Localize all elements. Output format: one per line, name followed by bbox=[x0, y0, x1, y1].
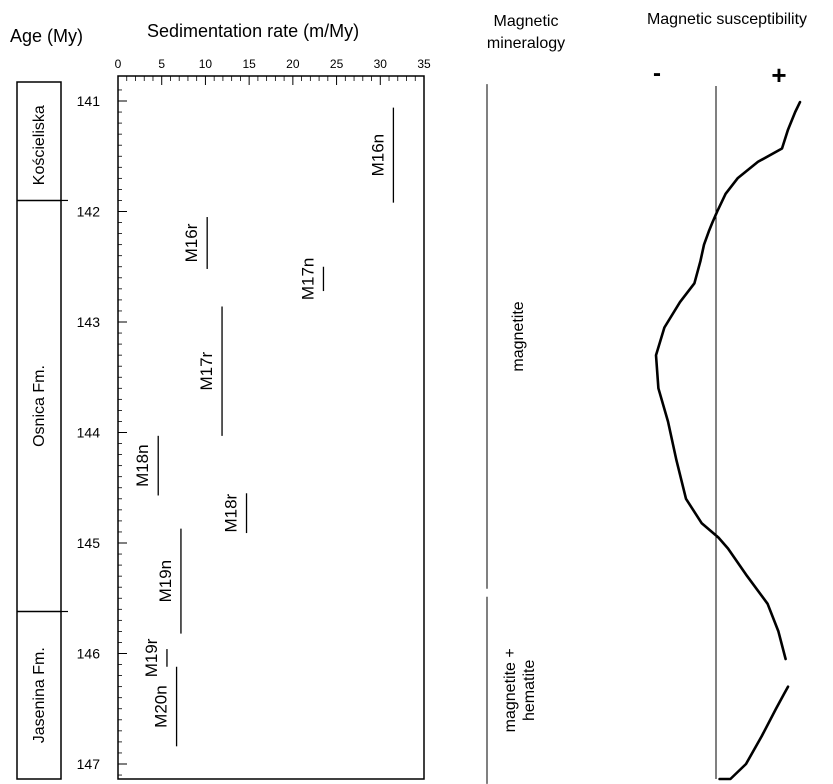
chron-label-m16r: M16r bbox=[182, 223, 201, 262]
chron-label-m16n: M16n bbox=[368, 134, 387, 177]
x-tick-label: 35 bbox=[417, 57, 431, 71]
x-tick-label: 5 bbox=[158, 57, 165, 71]
chron-group: M16n M16r M17n M17r M18n M18r M19n M19r M20n bbox=[133, 107, 395, 747]
mineralogy-header-line2: mineralogy bbox=[487, 35, 565, 52]
sed-header: Sedimentation rate (m/My) bbox=[147, 21, 359, 41]
chron-label-m17n: M17n bbox=[298, 258, 317, 301]
sedimentation-plot: 0 5 10 15 20 25 30 35 141 142 143 144 145 146 147 M16… bbox=[77, 57, 431, 780]
x-tick-label: 15 bbox=[242, 57, 256, 71]
susceptibility-plot bbox=[654, 86, 802, 781]
y-tick-label: 145 bbox=[77, 535, 101, 551]
mineralogy-label-line2: hematite bbox=[521, 660, 538, 721]
x-tick-label: 10 bbox=[199, 57, 213, 71]
chron-label-m17r: M17r bbox=[197, 351, 216, 390]
mineralogy-header-line1: Magnetic bbox=[494, 13, 559, 30]
x-tick-label: 20 bbox=[286, 57, 300, 71]
susceptibility-curve-segment-1 bbox=[654, 100, 802, 661]
chron-label-m18r: M18r bbox=[222, 493, 241, 532]
y-tick-label: 147 bbox=[77, 756, 101, 772]
chron-label-m18n: M18n bbox=[133, 444, 152, 487]
formation-group: Kościeliska Osnica Fm. Jasenina Fm. bbox=[17, 105, 68, 743]
plus-sign: + bbox=[771, 60, 786, 90]
formation-label: Jasenina Fm. bbox=[31, 647, 48, 743]
formation-label: Kościeliska bbox=[31, 105, 48, 185]
y-tick-label: 143 bbox=[77, 314, 101, 330]
chron-label-m19r: M19r bbox=[142, 638, 161, 677]
x-axis: 0 5 10 15 20 25 30 35 bbox=[115, 57, 431, 85]
plot-frame bbox=[117, 75, 425, 780]
y-tick-label: 146 bbox=[77, 646, 101, 662]
age-header: Age (My) bbox=[10, 26, 83, 46]
minus-sign: - bbox=[653, 60, 661, 87]
y-tick-label: 141 bbox=[77, 93, 101, 109]
y-axis: 141 142 143 144 145 146 147 bbox=[77, 89, 127, 776]
formation-frame bbox=[16, 81, 62, 780]
y-tick-label: 144 bbox=[77, 425, 101, 441]
susceptibility-header: Magnetic susceptibility bbox=[647, 11, 807, 28]
mineralogy-label: magnetite bbox=[510, 301, 527, 371]
x-tick-label: 0 bbox=[115, 57, 122, 71]
x-tick-label: 25 bbox=[330, 57, 344, 71]
mineralogy-column: magnetite magnetite + hematite bbox=[486, 84, 538, 784]
formation-label: Osnica Fm. bbox=[31, 365, 48, 447]
formation-column: Kościeliska Osnica Fm. Jasenina Fm. bbox=[16, 81, 68, 780]
mineralogy-label-line1: magnetite + bbox=[502, 648, 519, 732]
chron-label-m20n: M20n bbox=[152, 685, 171, 728]
x-tick-label: 30 bbox=[374, 57, 388, 71]
susceptibility-curve-segment-2 bbox=[718, 685, 790, 781]
y-tick-label: 142 bbox=[77, 204, 101, 220]
chron-label-m19n: M19n bbox=[156, 560, 175, 603]
